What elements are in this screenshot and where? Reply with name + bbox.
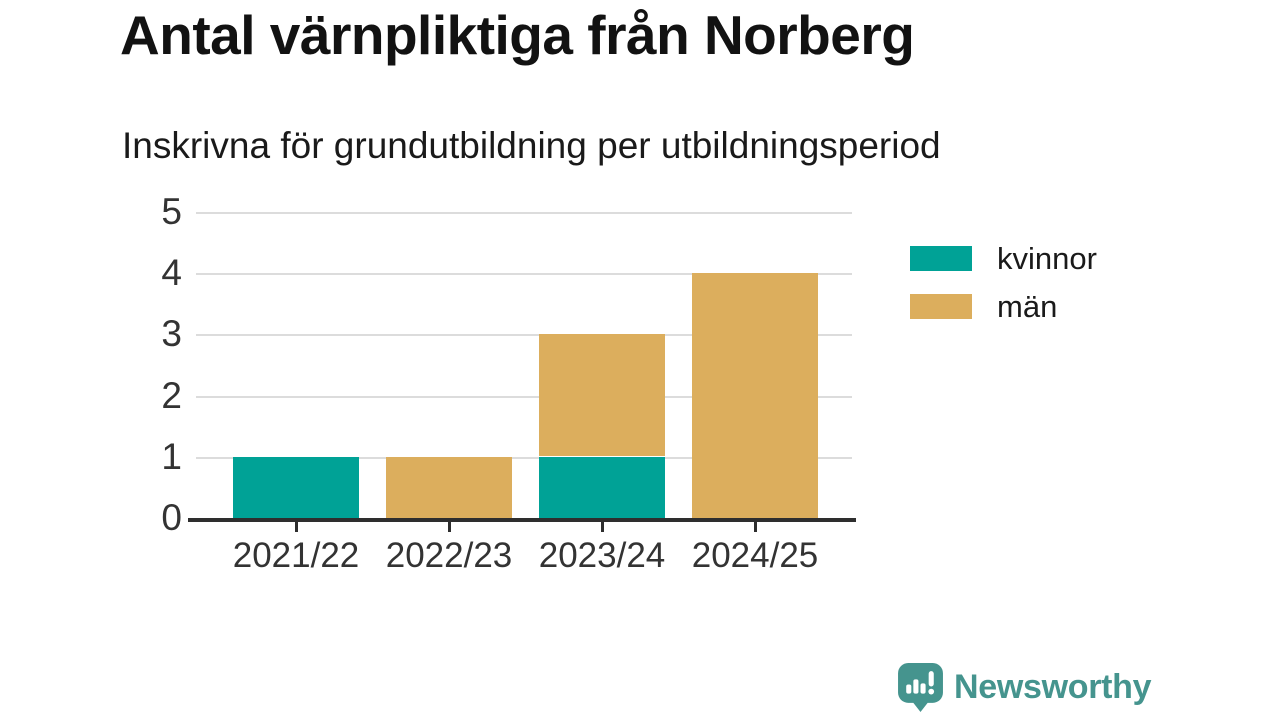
gridline-y-3 xyxy=(196,334,852,336)
x-tick-label-2022/23: 2022/23 xyxy=(385,536,513,575)
legend-swatch-män xyxy=(910,294,972,319)
bar-2023/24-kvinnor xyxy=(539,457,665,518)
y-tick-label-4: 4 xyxy=(161,252,182,293)
y-tick-label-2: 2 xyxy=(161,375,182,416)
x-tick-label-2024/25: 2024/25 xyxy=(691,536,819,575)
legend-label-kvinnor: kvinnor xyxy=(997,241,1097,276)
x-tick-mark-2021/22 xyxy=(295,522,298,532)
bar-2023/24-män xyxy=(539,334,665,456)
brand-footer: Newsworthy xyxy=(898,663,1152,712)
brand-name: Newsworthy xyxy=(954,668,1152,706)
legend-item-män: män xyxy=(910,291,1097,322)
gridline-y-5 xyxy=(196,212,852,214)
bar-2022/23-män xyxy=(386,457,512,518)
x-tick-label-2021/22: 2021/22 xyxy=(232,536,360,575)
x-tick-mark-2023/24 xyxy=(601,522,604,532)
x-tick-label-2023/24: 2023/24 xyxy=(538,536,666,575)
bar-2021/22-kvinnor xyxy=(233,457,359,518)
gridline-y-1 xyxy=(196,457,852,459)
bar-2024/25-män xyxy=(692,273,818,518)
gridline-y-4 xyxy=(196,273,852,275)
x-tick-mark-2022/23 xyxy=(448,522,451,532)
y-tick-label-3: 3 xyxy=(161,313,182,354)
legend-swatch-kvinnor xyxy=(910,246,972,271)
legend-item-kvinnor: kvinnor xyxy=(910,243,1097,274)
legend-label-män: män xyxy=(997,289,1058,324)
newsworthy-logo-icon xyxy=(898,663,943,712)
y-tick-label-5: 5 xyxy=(161,191,182,232)
x-axis-line xyxy=(188,518,856,522)
legend: kvinnor män xyxy=(910,243,1097,322)
chart-title: Antal värnpliktiga från Norberg xyxy=(120,4,915,66)
y-tick-label-1: 1 xyxy=(161,436,182,477)
y-tick-label-0: 0 xyxy=(161,497,182,538)
chart-subtitle: Inskrivna för grundutbildning per utbild… xyxy=(122,125,941,166)
x-tick-mark-2024/25 xyxy=(754,522,757,532)
gridline-y-2 xyxy=(196,396,852,398)
